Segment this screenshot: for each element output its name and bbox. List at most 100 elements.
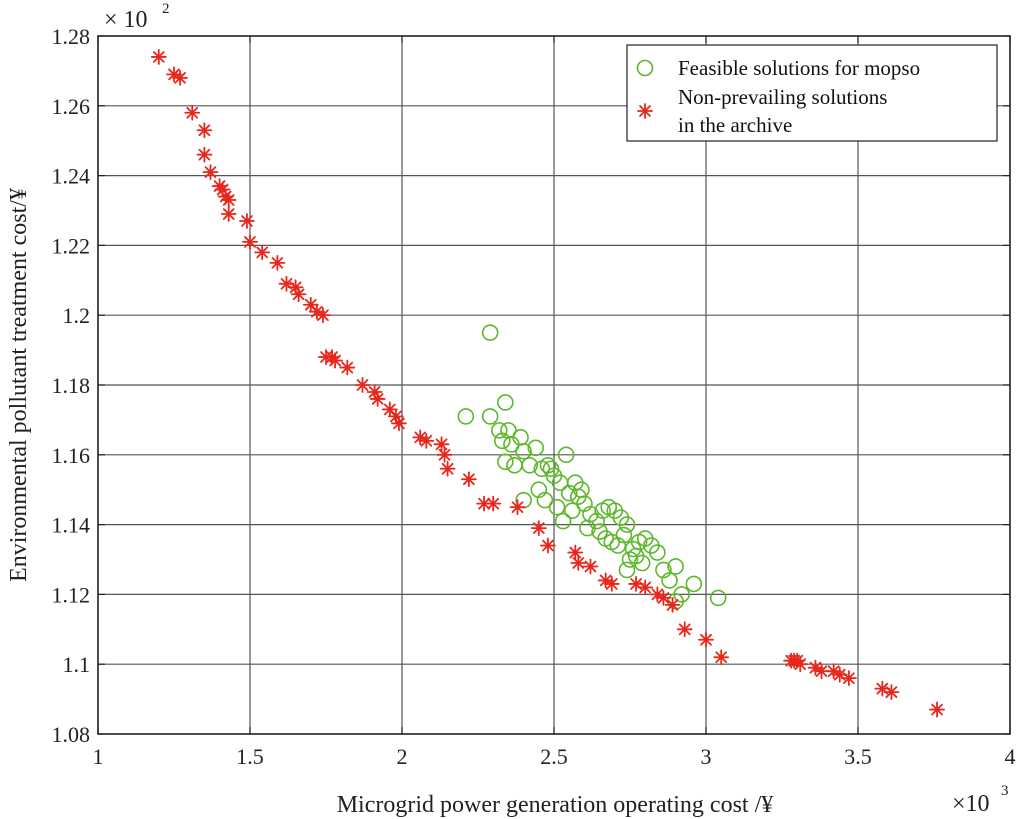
x-multiplier: ×10 3 (952, 783, 1009, 817)
data-point-asterisk (676, 621, 693, 638)
data-point-circle (494, 432, 511, 450)
data-point-asterisk (628, 576, 644, 592)
data-point-asterisk (713, 649, 730, 666)
data-point-asterisk (418, 432, 435, 449)
data-point-circle (573, 481, 590, 499)
data-point-asterisk (698, 631, 714, 648)
data-point-asterisk (290, 286, 307, 303)
data-point-asterisk (220, 192, 237, 208)
data-point-asterisk (540, 537, 556, 554)
y-tick-label: 1.12 (52, 582, 91, 607)
data-point-circle (554, 512, 572, 530)
data-point-asterisk (172, 69, 188, 86)
y-tick-label: 1.22 (52, 233, 91, 258)
data-point-circle (536, 491, 554, 509)
y-multiplier: × 10 2 (104, 1, 170, 33)
data-point-asterisk (460, 471, 477, 488)
data-point-asterisk (220, 206, 237, 222)
data-point-circle (649, 544, 666, 561)
legend-label-archive-line1: Non-prevailing solutions (678, 85, 887, 109)
data-point-circle (548, 498, 566, 516)
data-point-circle (579, 519, 596, 537)
legend-asterisk-icon (637, 103, 653, 119)
data-point-asterisk (254, 244, 271, 261)
data-point-asterisk (242, 234, 258, 250)
y-tick-label: 1.24 (52, 164, 91, 189)
legend-circle-icon (636, 59, 654, 77)
plot-frame (97, 35, 1011, 735)
legend-box (626, 44, 998, 142)
data-point-asterisk (567, 544, 584, 561)
x-tick-label: 1 (93, 744, 104, 769)
data-point-asterisk (391, 415, 407, 432)
data-point-asterisk (150, 49, 167, 65)
data-point-asterisk (655, 589, 672, 606)
data-point-asterisk (603, 576, 620, 592)
data-point-asterisk (439, 460, 456, 477)
data-point-circle (497, 394, 514, 411)
data-point-asterisk (239, 213, 255, 229)
data-point-asterisk (196, 146, 213, 163)
data-point-asterisk (354, 377, 371, 393)
x-tick-labels: 1 1.5 2 2.5 3 3.5 4 (93, 744, 1016, 769)
x-multiplier-base: ×10 (952, 791, 990, 817)
y-tick-label: 1.14 (52, 513, 91, 538)
data-point-asterisk (202, 164, 219, 181)
x-tick-label: 4 (1005, 744, 1016, 769)
data-point-asterisk (485, 495, 502, 512)
data-point-circle (557, 446, 575, 464)
x-axis-label: Microgrid power generation operating cos… (337, 792, 774, 818)
data-point-circle (457, 408, 475, 425)
data-point-circle (667, 558, 684, 575)
data-point-asterisk (840, 670, 857, 687)
x-tick-label: 2 (397, 744, 408, 769)
y-tick-label: 1.18 (52, 373, 91, 398)
data-point-asterisk (570, 555, 587, 571)
series-archive (150, 49, 945, 718)
data-point-asterisk (883, 684, 900, 701)
legend-marker-archive (637, 103, 653, 119)
data-point-circle (709, 589, 727, 607)
y-tick-label: 1.2 (63, 303, 91, 328)
y-tick-labels: 1.08 1.1 1.12 1.14 1.16 1.18 1.2 1.22 1.24 1.26 1.… (52, 24, 91, 747)
y-axis-label: Environmental pollutant treatment cost/¥ (6, 188, 32, 582)
data-point-asterisk (369, 391, 386, 407)
data-point-asterisk (530, 520, 547, 536)
y-tick-label: 1.08 (52, 722, 91, 747)
data-point-circle (633, 554, 651, 572)
y-multiplier-base: × 10 (104, 7, 148, 33)
data-point-circle (563, 502, 581, 519)
x-tick-label: 1.5 (236, 744, 264, 769)
x-multiplier-exponent: 3 (1001, 783, 1009, 799)
data-point-asterisk (196, 122, 213, 139)
data-point-asterisk (929, 701, 945, 718)
data-point-circle (685, 575, 703, 593)
data-point-asterisk (582, 558, 599, 575)
data-point-circle (481, 324, 499, 341)
data-point-asterisk (433, 436, 450, 453)
data-point-asterisk (327, 352, 344, 369)
data-point-circle (497, 453, 514, 471)
data-point-asterisk (792, 656, 809, 673)
data-point-circle (542, 460, 560, 478)
data-point-asterisk (509, 499, 526, 516)
data-point-asterisk (269, 254, 286, 271)
data-point-circle (661, 572, 678, 589)
data-point-asterisk (436, 446, 453, 463)
x-tick-label: 2.5 (540, 744, 568, 769)
y-multiplier-exponent: 2 (162, 1, 170, 17)
data-point-asterisk (664, 596, 681, 613)
legend-label-feasible: Feasible solutions for mopso (678, 56, 920, 80)
data-point-circle (481, 408, 499, 425)
data-point-asterisk (315, 307, 331, 324)
y-tick-label: 1.26 (52, 94, 91, 119)
y-tick-label: 1.28 (52, 24, 91, 49)
data-point-circle (515, 443, 532, 460)
x-tick-label: 3 (701, 744, 712, 769)
y-tick-label: 1.16 (52, 443, 91, 468)
x-tick-label: 3.5 (844, 744, 872, 769)
data-point-circle (521, 456, 538, 474)
data-point-circle (618, 561, 636, 579)
data-points (150, 49, 945, 718)
